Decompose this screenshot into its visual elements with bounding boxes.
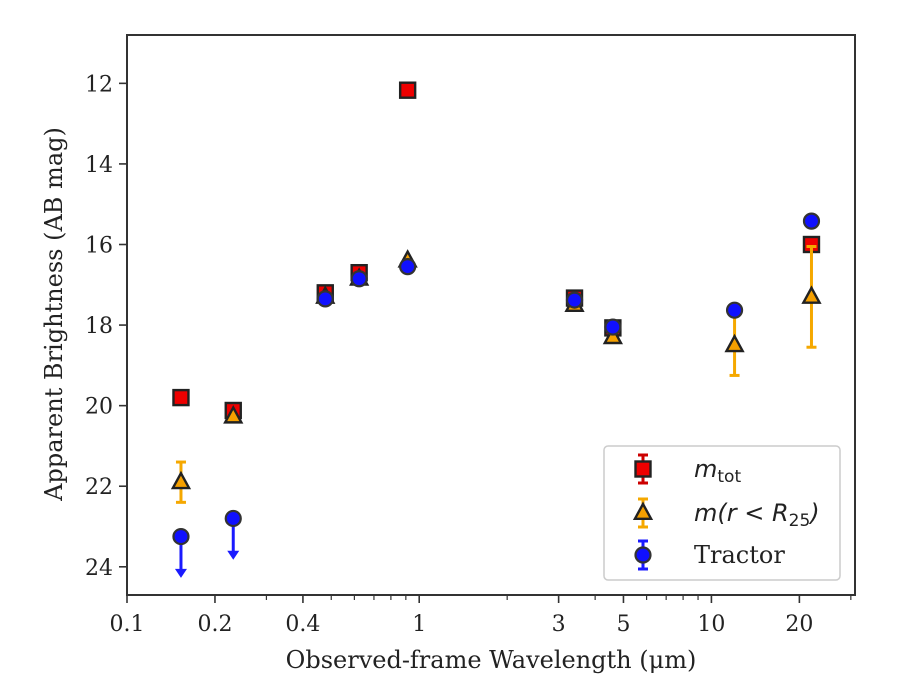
legend-entry: mtot (634, 453, 741, 487)
y-tick-label: 20 (85, 395, 113, 420)
y-tick-label: 22 (85, 475, 113, 500)
y-tick-label: 12 (85, 72, 113, 97)
x-tick-label: 20 (785, 612, 813, 637)
data-point-square (398, 81, 417, 99)
data-point-circle (399, 258, 417, 276)
legend-box (603, 445, 841, 581)
x-axis: 0.1 0.2 0.4 1 3 5 10 20 (110, 595, 852, 637)
data-point-circle (604, 318, 622, 336)
y-tick-label: 16 (85, 233, 113, 258)
plot-border (126, 34, 856, 596)
data-point-triangle (801, 285, 822, 304)
series-square (172, 81, 821, 420)
plot-frame (126, 34, 856, 596)
y-tick-label: 18 (85, 314, 113, 339)
x-tick-label: 3 (552, 612, 566, 637)
series-circle (172, 212, 821, 578)
x-tick-label: 5 (616, 612, 630, 637)
x-tick-label: 0.2 (197, 612, 232, 637)
data-point-circle (172, 527, 190, 546)
x-axis-label: Observed-frame Wavelength (μm) (286, 646, 697, 674)
data-point-circle (350, 270, 368, 288)
data-point-triangle (724, 333, 745, 353)
data-point-circle (725, 301, 744, 319)
legend: mtot m(r < R25) Tractor (603, 445, 841, 581)
y-tick-label: 24 (85, 556, 113, 581)
legend-marker (634, 546, 652, 564)
y-tick-label: 14 (85, 153, 113, 178)
data-point-circle (802, 212, 821, 230)
legend-marker (634, 460, 652, 478)
x-tick-label: 0.1 (110, 612, 145, 637)
x-tick-label: 0.4 (285, 612, 320, 637)
legend-label: mtot (694, 455, 741, 487)
data-point-triangle (223, 405, 244, 424)
legend-entry: m(r < R25) (632, 497, 820, 531)
data-point-triangle (170, 470, 192, 490)
data-point-square (172, 388, 190, 407)
legend-entry: Tractor (634, 539, 785, 571)
y-axis: 12 14 16 18 20 22 24 (85, 72, 127, 581)
y-axis-label: Apparent Brightness (AB mag) (40, 127, 68, 502)
legend-label: Tractor (694, 541, 785, 569)
legend-marker (632, 501, 654, 521)
x-tick-label: 1 (412, 612, 426, 637)
x-tick-label: 10 (697, 612, 725, 637)
data-points (170, 81, 822, 578)
data-point-circle (565, 291, 584, 309)
data-point-circle (224, 509, 242, 528)
data-point-circle (316, 290, 334, 308)
arrow-head (227, 550, 240, 560)
arrow-head (174, 568, 187, 578)
legend-label: m(r < R25) (694, 499, 820, 531)
